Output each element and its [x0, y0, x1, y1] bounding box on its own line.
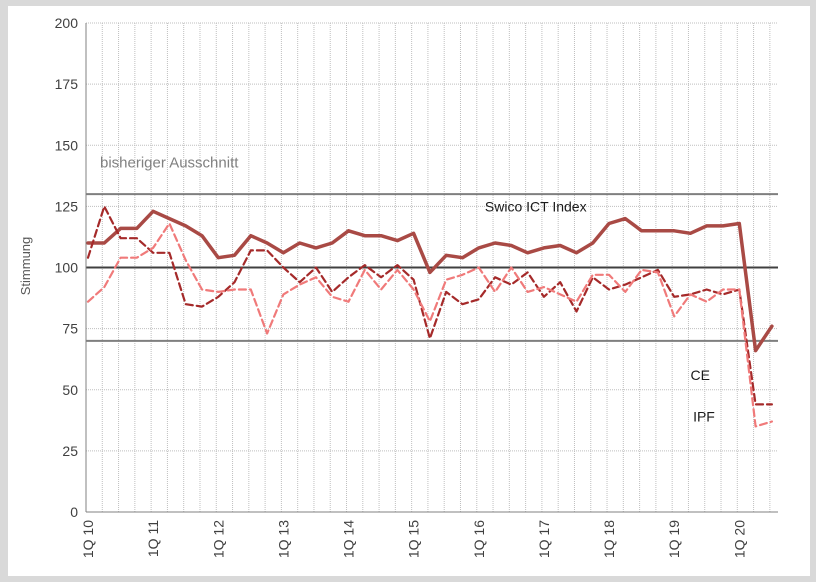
x-tick-label: 1Q 12: [210, 520, 226, 558]
series-line-1: [86, 205, 774, 406]
series-label: CE: [691, 367, 710, 383]
series-label: Swico ICT Index: [485, 198, 587, 214]
y-tick-label: 175: [55, 76, 79, 92]
x-tick-label: 1Q 16: [471, 520, 487, 558]
x-tick-label: 1Q 18: [601, 520, 617, 558]
y-tick-label: 150: [55, 137, 79, 153]
x-tick-label: 1Q 10: [80, 520, 96, 558]
reference-lines: [86, 193, 778, 342]
band-label: bisheriger Ausschnitt: [100, 154, 239, 171]
annotations: Swico ICT Index CE IPF bisheriger Ausschnit…: [100, 154, 715, 424]
series-line-0: [86, 209, 774, 353]
axes: 0 25 50 75 100 125 150 175 200 1Q 10 1Q 11 1Q 12 1Q …: [55, 15, 778, 558]
y-tick-label: 125: [55, 198, 79, 214]
chart-panel: 0 25 50 75 100 125 150 175 200 1Q 10 1Q 11 1Q 12 1Q …: [8, 6, 810, 576]
x-tick-label: 1Q 20: [731, 520, 747, 558]
x-tick-label: 1Q 14: [341, 520, 357, 558]
y-tick-label: 75: [62, 321, 78, 337]
x-tick-label: 1Q 17: [536, 520, 552, 558]
x-tick-label: 1Q 11: [145, 520, 161, 557]
y-tick-label: 200: [55, 15, 79, 31]
series-line-2: [86, 222, 774, 428]
line-chart: 0 25 50 75 100 125 150 175 200 1Q 10 1Q 11 1Q 12 1Q …: [18, 15, 778, 558]
y-tick-label: 50: [62, 382, 78, 398]
y-tick-label: 100: [55, 260, 79, 276]
y-tick-label: 25: [62, 443, 78, 459]
x-tick-label: 1Q 19: [666, 520, 682, 558]
x-tick-label: 1Q 13: [275, 520, 291, 558]
series-lines: [86, 205, 774, 428]
series-label: IPF: [693, 409, 715, 425]
y-axis-label: Stimmung: [18, 237, 33, 296]
y-tick-label: 0: [70, 504, 78, 520]
x-tick-label: 1Q 15: [406, 520, 422, 558]
